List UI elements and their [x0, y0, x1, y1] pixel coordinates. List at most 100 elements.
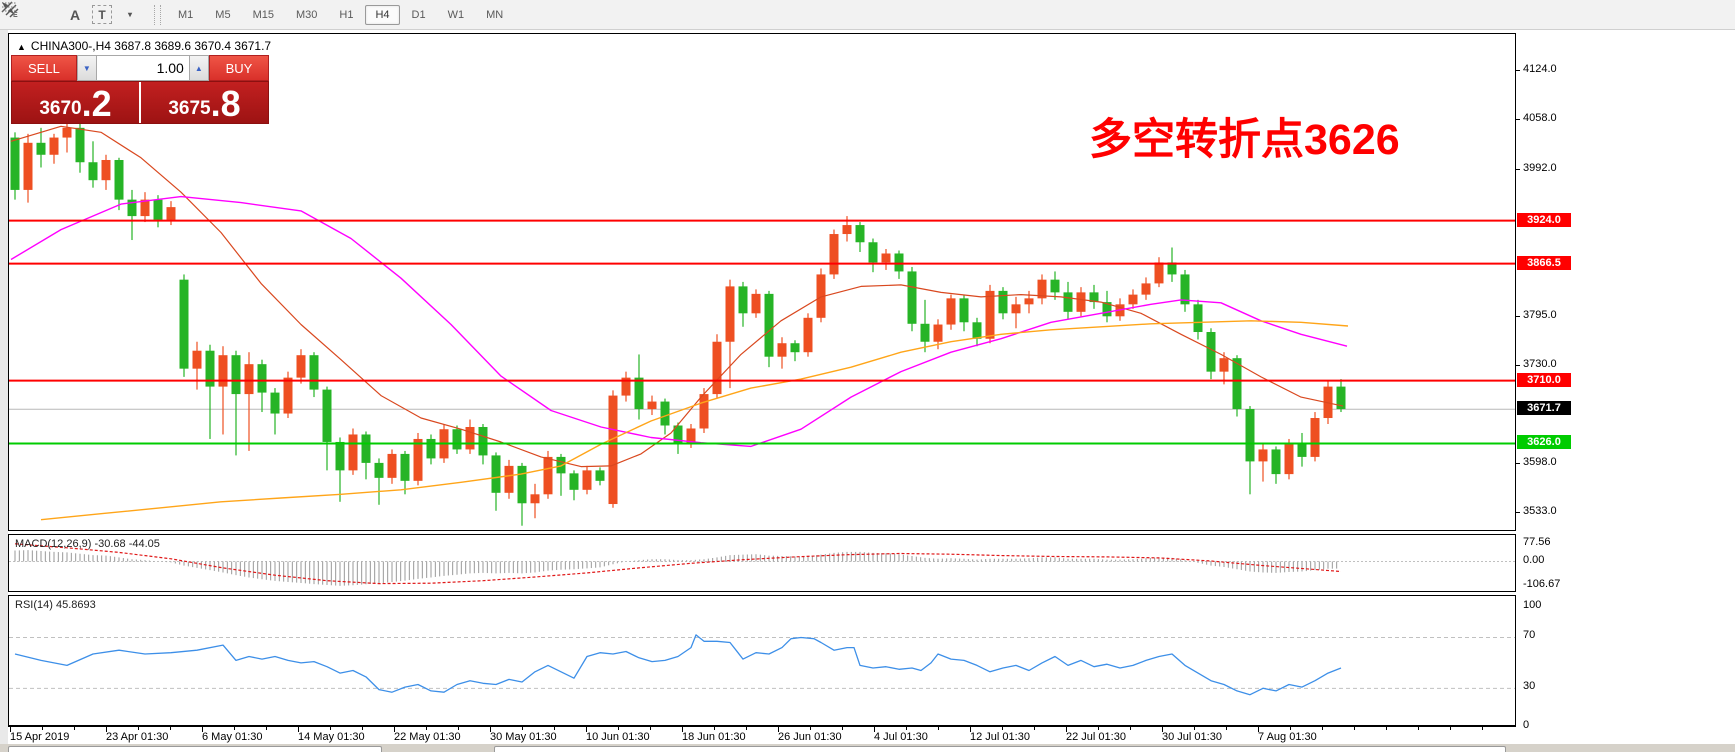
left-gutter: [0, 30, 8, 744]
date-tick: [874, 727, 875, 732]
rsi-panel[interactable]: RSI(14) 45.8693: [8, 595, 1516, 726]
date-label: 23 Apr 01:30: [106, 731, 169, 743]
price-level-tag: 3710.0: [1517, 372, 1571, 387]
chart-tab[interactable]: [494, 746, 1506, 752]
volume-decrease-button[interactable]: ▼: [76, 55, 97, 81]
date-tick: [1258, 727, 1259, 732]
date-label: 12 Jul 01:30: [970, 731, 1030, 743]
toolbar-grip: [154, 4, 161, 25]
svg-text:F: F: [13, 12, 18, 18]
candlestick-chart: [9, 117, 1515, 526]
date-label: 14 May 01:30: [298, 731, 365, 743]
date-minor-tick: [842, 727, 843, 730]
arrow-tools-icon[interactable]: ▾: [2, 2, 142, 27]
timeframe-M5[interactable]: M5: [215, 8, 231, 21]
timeframe-M1[interactable]: M1: [178, 8, 194, 21]
date-tick: [1066, 727, 1067, 732]
fibonacci-icon[interactable]: F: [2, 2, 58, 27]
date-minor-tick: [1386, 727, 1387, 730]
date-minor-tick: [458, 727, 459, 730]
date-axis[interactable]: 15 Apr 2019 23 Apr 01:30 6 May 01:30 14 May…: [8, 726, 1516, 745]
price-tick: [1516, 70, 1520, 71]
macd-signal-line: [14, 543, 1342, 585]
collapse-triangle-icon[interactable]: ▲: [17, 42, 26, 52]
toolbar: E F A T ▾ M1 M5 M15 M30 H1 H4 D1 W1 MN: [0, 0, 1735, 30]
price-tick: [1516, 119, 1520, 121]
chart-tab[interactable]: [8, 746, 382, 752]
price-level-tag: 3866.5: [1517, 255, 1571, 270]
price-axis[interactable]: 4124.0 4058.0 3992.0 3795.0 3730.0 3598.0 3533…: [1516, 33, 1735, 744]
buy-button[interactable]: BUY: [208, 55, 269, 81]
price-tick: [1516, 463, 1520, 465]
price-separator: [139, 82, 141, 123]
timeframe-W1[interactable]: W1: [447, 8, 465, 21]
price-tick: [1516, 168, 1520, 170]
timeframe-H1[interactable]: H1: [339, 8, 354, 21]
date-minor-tick: [1194, 727, 1195, 730]
rsi-line: [14, 634, 1342, 696]
timeframe-MN[interactable]: MN: [486, 8, 504, 21]
date-minor-tick: [554, 727, 555, 730]
date-minor-tick: [938, 727, 939, 730]
macd-panel[interactable]: MACD(12,26,9) -30.68 -44.05: [8, 534, 1516, 592]
timeframe-H4[interactable]: H4: [365, 4, 400, 25]
timeframe-buttons: M1 M5 M15 M30 H1 H4 D1 W1 MN: [167, 4, 514, 25]
date-minor-tick: [1450, 727, 1451, 730]
rsi-tick-label: 100: [1523, 599, 1542, 611]
rsi-chart: [9, 634, 1515, 696]
label-icon[interactable]: T: [92, 5, 112, 24]
price-tick-label: 3598.0: [1523, 456, 1557, 469]
price-tick-label: 4058.0: [1523, 112, 1557, 125]
date-minor-tick: [1290, 727, 1291, 730]
date-minor-tick: [170, 727, 171, 730]
rsi-tick-label: 0: [1523, 718, 1530, 731]
macd-tick-label: -106.67: [1523, 577, 1561, 590]
date-minor-tick: [618, 727, 619, 730]
volume-input[interactable]: 1.00: [96, 55, 189, 81]
date-minor-tick: [1130, 727, 1131, 730]
date-minor-tick: [1418, 727, 1419, 730]
rsi-tick-label: 30: [1523, 680, 1536, 693]
price-tick-label: 3795.0: [1523, 309, 1557, 322]
date-minor-tick: [330, 727, 331, 730]
price-level-tag: 3626.0: [1517, 435, 1571, 450]
chart-tabs-strip: [0, 744, 1735, 752]
date-label: 22 Jul 01:30: [1066, 731, 1126, 743]
date-minor-tick: [138, 727, 139, 730]
timeframe-D1[interactable]: D1: [411, 8, 426, 21]
macd-chart: [9, 543, 1515, 586]
price-tick: [1516, 316, 1520, 318]
date-minor-tick: [746, 727, 747, 730]
price-tick-label: 4124.0: [1523, 63, 1557, 75]
date-tick: [106, 727, 107, 732]
date-label: 4 Jul 01:30: [874, 731, 928, 743]
date-tick: [490, 727, 491, 732]
date-minor-tick: [74, 727, 75, 730]
macd-tick-label: 0.00: [1523, 553, 1545, 566]
main-chart-panel[interactable]: ▲ CHINA300-,H4 3687.8 3689.6 3670.4 3671.…: [8, 33, 1516, 531]
date-label: 30 Jul 01:30: [1162, 731, 1222, 743]
volume-increase-button[interactable]: ▲: [188, 55, 209, 81]
text-icon[interactable]: A: [69, 6, 81, 23]
date-minor-tick: [234, 727, 235, 730]
ma-fast: [10, 125, 1344, 468]
date-label: 18 Jun 01:30: [682, 731, 746, 743]
sell-price[interactable]: 3670.2: [39, 83, 112, 124]
date-minor-tick: [810, 727, 811, 730]
price-tick: [1516, 364, 1520, 366]
buy-price[interactable]: 3675.8: [168, 83, 241, 124]
date-minor-tick: [906, 727, 907, 730]
price-tick: [1516, 512, 1520, 513]
timeframe-M15[interactable]: M15: [252, 8, 274, 21]
date-tick: [586, 727, 587, 732]
date-minor-tick: [1226, 727, 1227, 730]
sell-button[interactable]: SELL: [11, 55, 77, 81]
macd-label: MACD(12,26,9) -30.68 -44.05: [15, 538, 160, 550]
date-minor-tick: [362, 727, 363, 730]
date-label: 7 Aug 01:30: [1258, 731, 1317, 743]
date-minor-tick: [650, 727, 651, 730]
date-label: 6 May 01:30: [202, 731, 263, 743]
date-tick: [778, 727, 779, 732]
timeframe-M30[interactable]: M30: [295, 8, 318, 21]
